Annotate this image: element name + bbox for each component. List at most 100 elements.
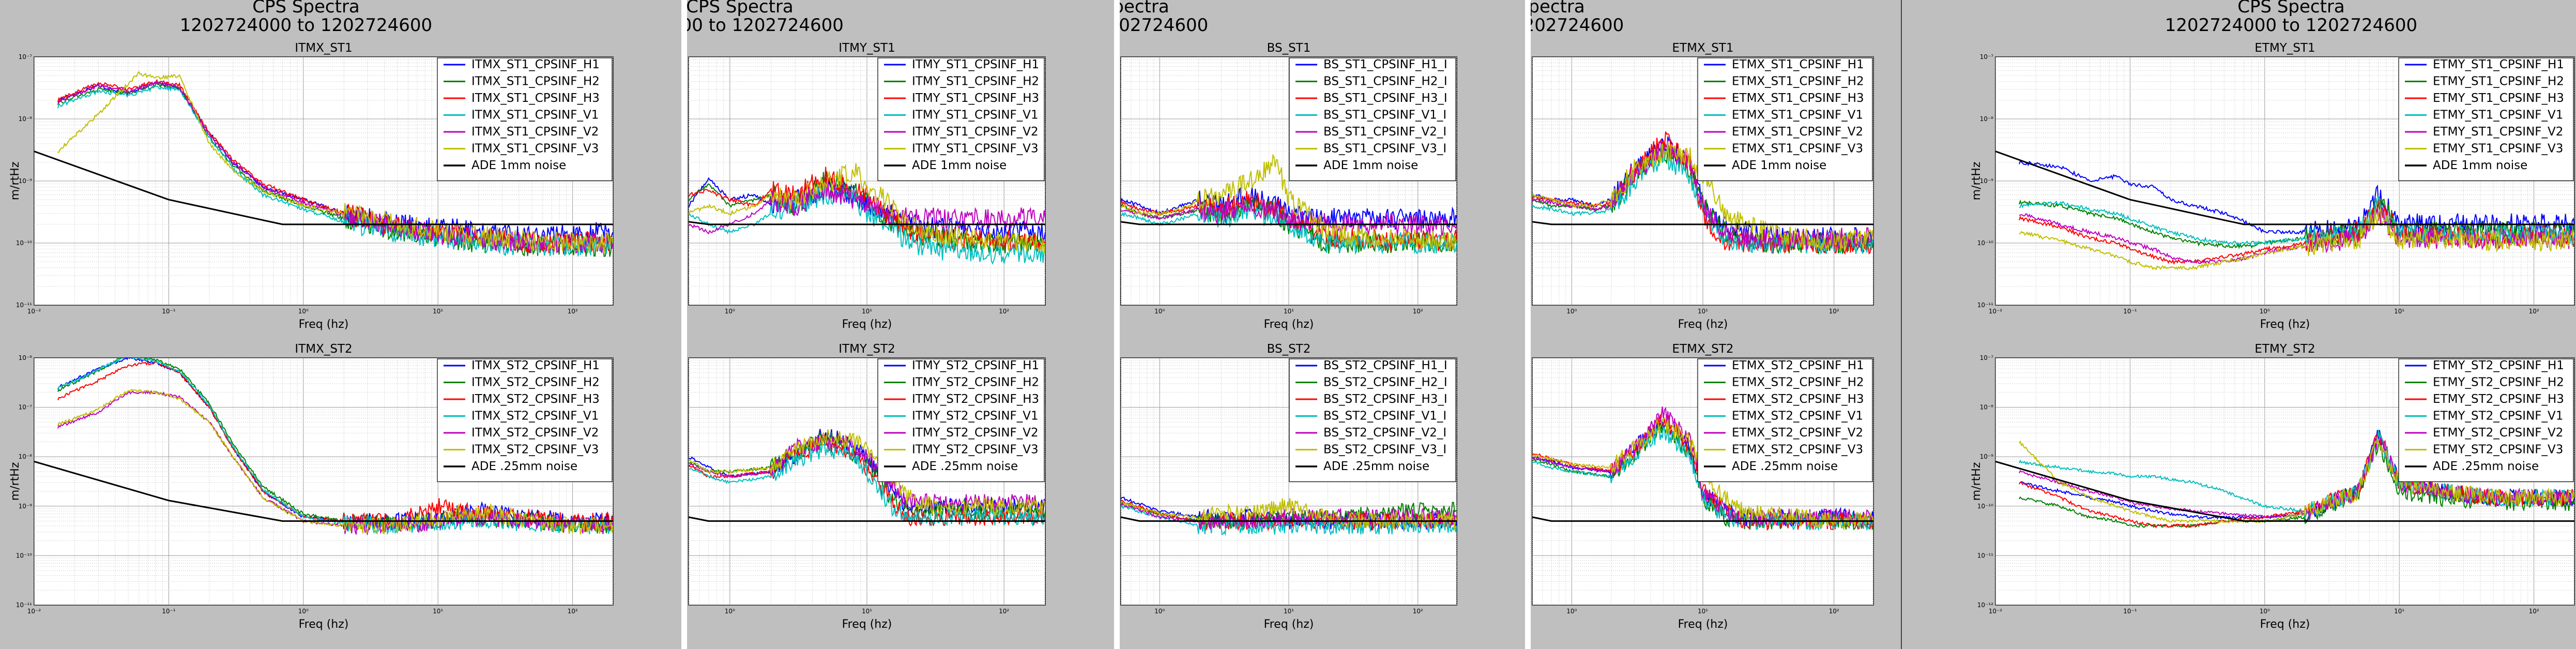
legend-entry: ETMY_ST1_CPSINF_V2 xyxy=(2433,125,2563,139)
legend-entry: ITMY_ST2_CPSINF_V2 xyxy=(912,426,1039,440)
x-axis-label: Freq (hz) xyxy=(1678,618,1728,631)
legend-entry: ETMX_ST2_CPSINF_H3 xyxy=(1732,393,1864,406)
legend-entry: BS_ST2_CPSINF_H3_I xyxy=(1323,393,1447,406)
y-tick-label: 10⁻⁹ xyxy=(1980,177,1994,185)
legend: ITMX_ST2_CPSINF_H1 ITMX_ST2_CPSINF_H2 ITMX… xyxy=(437,358,613,482)
x-tick-label: 10¹ xyxy=(862,308,872,315)
window-subtitle: 1202724000 to 1202724600 xyxy=(2165,15,2417,36)
series-line-1 xyxy=(1121,186,1457,231)
y-tick-label: 10⁻⁹ xyxy=(19,503,33,510)
plot-bs_st2: BS_ST2 10⁰ 10¹ 10² Freq (hz) BS_ST2_CPSINF_H1… xyxy=(1120,342,1457,631)
x-tick-label: 10⁻¹ xyxy=(2123,308,2137,315)
series-line-6 xyxy=(689,163,1045,253)
y-tick-label: 10⁻¹⁰ xyxy=(1977,503,1993,510)
legend: ETMY_ST2_CPSINF_H1 ETMY_ST2_CPSINF_H2 ETMY… xyxy=(2398,358,2574,482)
legend: BS_ST1_CPSINF_H1_I BS_ST1_CPSINF_H2_I BS_S… xyxy=(1289,57,1456,182)
series-line-6 xyxy=(57,388,613,535)
y-tick-label: 10⁻¹¹ xyxy=(1977,301,1993,309)
x-tick-label: 10² xyxy=(1829,608,1839,615)
legend-entry: ITMX_ST1_CPSINF_V2 xyxy=(471,125,599,139)
legend-entry: ETMY_ST1_CPSINF_H1 xyxy=(2433,58,2564,71)
legend-entry: ETMY_ST2_CPSINF_H1 xyxy=(2433,359,2564,372)
plot-title: ITMX_ST1 xyxy=(295,41,352,55)
window-title: CPS Spectra xyxy=(2237,0,2345,17)
x-tick-label: 10⁻¹ xyxy=(162,308,176,315)
legend-entry: ITMY_ST2_CPSINF_H2 xyxy=(912,376,1039,389)
x-tick-label: 10⁰ xyxy=(1154,308,1165,315)
x-tick-label: 10⁰ xyxy=(2260,308,2270,315)
plot-title: BS_ST2 xyxy=(1267,342,1311,356)
series-line-5 xyxy=(689,180,1045,235)
x-axis-label: Freq (hz) xyxy=(842,618,892,631)
window-separator xyxy=(1114,0,1120,649)
y-tick-label: 10⁻¹² xyxy=(1977,601,1993,609)
legend: ITMY_ST2_CPSINF_H1 ITMY_ST2_CPSINF_H2 ITMY… xyxy=(877,358,1045,482)
legend-entry: ETMY_ST1_CPSINF_V3 xyxy=(2433,142,2563,156)
legend-entry: ITMX_ST1_CPSINF_H1 xyxy=(471,58,600,71)
legend-entry: ETMX_ST1_CPSINF_V3 xyxy=(1732,142,1863,156)
legend: ITMX_ST1_CPSINF_H1 ITMX_ST1_CPSINF_H2 ITMX… xyxy=(437,57,613,182)
x-tick-label: 10¹ xyxy=(1284,608,1294,615)
legend-entry: ETMY_ST1_CPSINF_H2 xyxy=(2433,75,2564,88)
series-line-1 xyxy=(2018,160,2574,242)
x-tick-label: 10¹ xyxy=(433,308,443,315)
series-line-6 xyxy=(689,429,1045,517)
series-line-5 xyxy=(2019,207,2574,265)
legend-entry: ITMX_ST1_CPSINF_V3 xyxy=(471,142,599,156)
x-tick-label: 10² xyxy=(568,308,578,315)
x-tick-label: 10² xyxy=(1829,308,1839,315)
legend-entry: BS_ST1_CPSINF_V3_I xyxy=(1323,142,1446,156)
legend-entry: ETMY_ST1_CPSINF_V1 xyxy=(2433,109,2563,122)
legend-entry: ADE .25mm noise xyxy=(1732,460,1838,473)
x-tick-label: 10¹ xyxy=(862,608,872,615)
x-tick-label: 10² xyxy=(2529,308,2539,315)
legend: ETMX_ST1_CPSINF_H1 ETMX_ST1_CPSINF_H2 ETMX… xyxy=(1697,57,1873,182)
legend-entry: ETMY_ST1_CPSINF_H3 xyxy=(2433,92,2564,105)
legend-entry: ITMY_ST1_CPSINF_H3 xyxy=(912,92,1039,105)
series-line-7 xyxy=(1995,461,2574,522)
x-tick-label: 10⁻² xyxy=(27,308,41,315)
y-axis-label: m/rtHz xyxy=(1970,162,1983,201)
x-tick-label: 10⁻¹ xyxy=(2123,608,2137,615)
x-tick-label: 10¹ xyxy=(1698,308,1708,315)
series-line-7 xyxy=(1532,221,1873,225)
plot-etmx_st2: ETMX_ST2 10⁰ 10¹ 10² Freq (hz) ETMX_ST2_CPSIN… xyxy=(1532,342,1874,631)
x-axis-label: Freq (hz) xyxy=(842,318,892,331)
plot-itmx_st2: ITMX_ST2 10⁻² 10⁻¹ 10⁰ 10¹ 10² 10⁻⁸ 10⁻⁷ 10⁻⁸ 10⁻… xyxy=(9,342,614,631)
y-tick-label: 10⁻⁸ xyxy=(19,115,33,123)
legend-entry: ITMX_ST2_CPSINF_V3 xyxy=(471,443,599,457)
y-tick-label: 10⁻⁷ xyxy=(1980,53,1994,61)
plot-title: ITMX_ST2 xyxy=(295,342,352,356)
window-title: CPS Spectra xyxy=(1477,0,1585,17)
legend-entry: ADE 1mm noise xyxy=(2433,159,2527,172)
series-line-6 xyxy=(2019,208,2574,270)
legend-entry: BS_ST2_CPSINF_H2_I xyxy=(1323,376,1447,389)
y-tick-label: 10⁻⁸ xyxy=(19,354,33,361)
window-subtitle: 4000 to 1202724600 xyxy=(1439,15,1624,36)
legend-entry: ITMY_ST2_CPSINF_V1 xyxy=(912,410,1039,423)
window-title: CPS Spectra xyxy=(686,0,794,17)
plot-itmy_st1: ITMY_ST1 10⁰ 10¹ 10² Freq (hz) ITMY_ST1_CPSIN… xyxy=(688,41,1046,331)
y-axis-label: m/rtHz xyxy=(9,462,22,501)
y-tick-label: 10⁻¹⁰ xyxy=(16,552,32,559)
legend-entry: ITMY_ST1_CPSINF_V2 xyxy=(912,125,1039,139)
series-line-7 xyxy=(1121,516,1457,522)
series-line-5 xyxy=(57,80,613,254)
x-tick-label: 10² xyxy=(2529,608,2539,615)
x-tick-label: 10² xyxy=(568,608,578,615)
legend-entry: ETMX_ST2_CPSINF_V1 xyxy=(1732,410,1863,423)
legend-entry: ITMX_ST1_CPSINF_V1 xyxy=(471,109,599,122)
series-line-7 xyxy=(34,461,613,522)
series-line-7 xyxy=(689,221,1045,225)
x-tick-label: 10⁰ xyxy=(1566,308,1577,315)
series-line-6 xyxy=(57,70,613,253)
x-tick-label: 10⁻² xyxy=(1989,308,2003,315)
legend-entry: ITMX_ST1_CPSINF_H2 xyxy=(471,75,600,88)
x-axis-label: Freq (hz) xyxy=(1264,318,1314,331)
series-line-5 xyxy=(1121,502,1457,530)
legend-entry: BS_ST1_CPSINF_V1_I xyxy=(1323,109,1446,122)
legend-entry: ITMX_ST1_CPSINF_H3 xyxy=(471,92,600,105)
